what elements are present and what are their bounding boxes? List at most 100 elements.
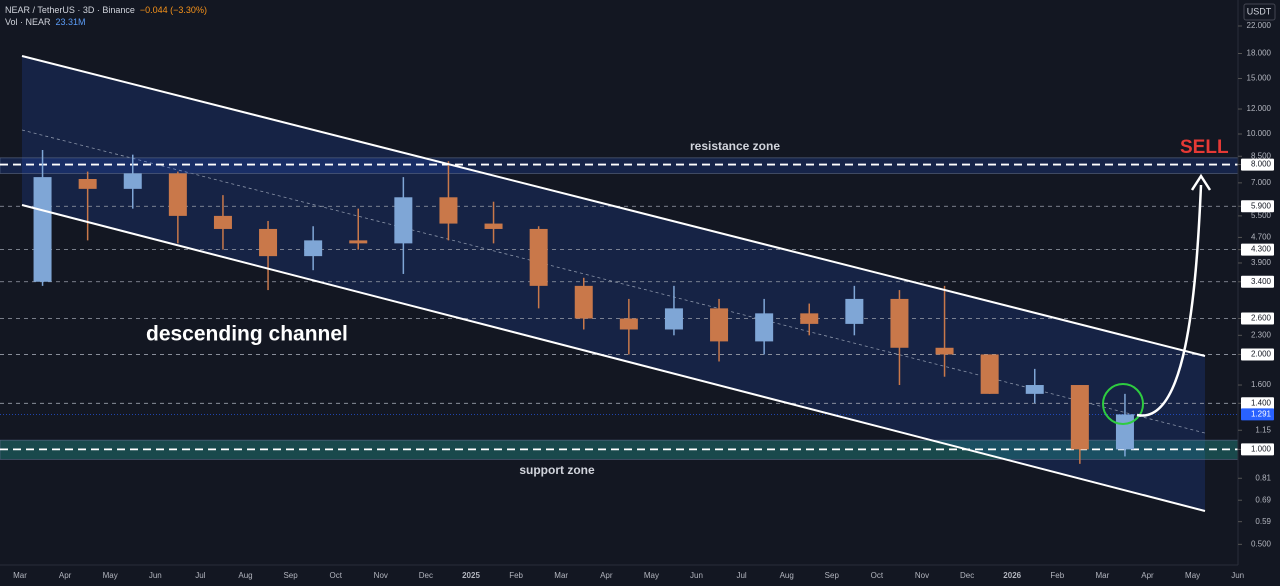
sell-label: SELL: [1180, 137, 1229, 158]
x-tick-label: Sep: [825, 571, 840, 580]
x-tick-label: Feb: [1050, 571, 1064, 580]
header: NEAR / TetherUS · 3D · Binance −0.044 (−3…: [5, 5, 212, 15]
y-tick-label: 0.59: [1255, 517, 1271, 526]
x-tick-label: Dec: [960, 571, 974, 580]
level-box: [1241, 275, 1274, 288]
candle-body: [1025, 385, 1044, 394]
level-box: [1241, 348, 1274, 361]
candle-body: [619, 318, 638, 330]
x-tick-label: Oct: [329, 571, 342, 580]
candle-body: [168, 173, 187, 216]
zone-label: support zone: [519, 463, 595, 477]
currency-label[interactable]: USDT: [1247, 6, 1272, 16]
last-price-box: [1241, 408, 1274, 421]
candle-body: [935, 347, 954, 355]
currency-button[interactable]: [1243, 3, 1276, 21]
candle-body: [529, 228, 548, 286]
volume: 23.31M: [55, 17, 86, 27]
x-tick-label: May: [1185, 571, 1200, 580]
x-tick-label: Jun: [1231, 571, 1244, 580]
candle-body: [33, 177, 52, 282]
candle-body: [123, 173, 142, 189]
candle-body: [304, 240, 323, 257]
x-tick-label: Jul: [195, 571, 205, 580]
change: −0.044 (−3.30%): [139, 5, 207, 15]
x-tick-label: Mar: [1096, 571, 1110, 580]
x-tick-label: Apr: [59, 571, 72, 580]
y-tick-label: 8.000: [1251, 160, 1272, 169]
y-tick-label: 2.600: [1251, 314, 1272, 323]
level-box: [1241, 158, 1274, 171]
level-box: [1241, 443, 1274, 456]
y-tick-label: 5.900: [1251, 201, 1272, 210]
y-tick-label: 0.81: [1255, 473, 1271, 482]
level-box: [1241, 397, 1274, 410]
x-tick-label: Jun: [149, 571, 162, 580]
candle-body: [755, 313, 774, 342]
y-tick-label: 5.500: [1251, 211, 1272, 220]
candle-body: [78, 179, 97, 189]
zone-label: resistance zone: [690, 139, 780, 153]
x-tick-label: Aug: [238, 571, 252, 580]
x-tick-label: Mar: [554, 571, 568, 580]
y-tick-label: 2.000: [1251, 350, 1272, 359]
x-tick-label: Feb: [509, 571, 523, 580]
y-tick-label: 10.000: [1247, 129, 1272, 138]
candle-body: [349, 240, 368, 244]
candle-body: [1070, 385, 1089, 450]
x-tick-label: Mar: [13, 571, 27, 580]
level-box: [1241, 243, 1274, 256]
candle-body: [890, 298, 909, 348]
channel-upper: [21, 55, 1206, 357]
x-tick-label: May: [644, 571, 659, 580]
x-tick-label: Jul: [736, 571, 746, 580]
y-tick-label: 0.500: [1251, 539, 1272, 548]
candle-body: [394, 197, 413, 244]
x-tick-label: Aug: [780, 571, 794, 580]
candle-body: [800, 313, 819, 324]
channel-lower: [21, 204, 1206, 512]
x-tick-label: Jun: [690, 571, 703, 580]
symbol: NEAR / TetherUS · 3D · Binance: [5, 5, 135, 15]
y-tick-label: 1.600: [1251, 380, 1272, 389]
y-tick-label: 4.300: [1251, 245, 1272, 254]
y-tick-label: 8.500: [1251, 151, 1272, 160]
level-box: [1241, 312, 1274, 325]
x-tick-label: May: [103, 571, 118, 580]
y-tick-label: 15.000: [1247, 74, 1272, 83]
candle-body: [439, 197, 458, 224]
y-tick-label: 4.700: [1251, 233, 1272, 242]
y-tick-label: 12.000: [1247, 104, 1272, 113]
arrow: [1136, 184, 1203, 417]
candle-body: [664, 308, 683, 330]
candle-body: [213, 215, 232, 229]
candle-body: [710, 308, 729, 342]
x-tick-label: Nov: [374, 571, 388, 580]
y-tick-label: 3.900: [1251, 258, 1272, 267]
highlight-circle: [1102, 383, 1144, 425]
zone: [0, 157, 1239, 174]
y-tick-label: 1.400: [1251, 398, 1272, 407]
level-box: [1241, 200, 1274, 213]
x-tick-label: Oct: [871, 571, 884, 580]
y-tick-label: 7.000: [1251, 178, 1272, 187]
last-price-label: 1.291: [1251, 410, 1272, 419]
y-tick-label: 2.300: [1251, 330, 1272, 339]
x-tick-label: Dec: [419, 571, 433, 580]
volume-label: Vol · NEAR: [5, 17, 51, 27]
x-tick-label: 2026: [1003, 571, 1021, 580]
x-tick-label: Apr: [600, 571, 613, 580]
channel-fill: [22, 56, 1205, 511]
candle-body: [259, 228, 278, 257]
y-tick-label: 18.000: [1247, 49, 1272, 58]
y-tick-label: 0.69: [1255, 495, 1271, 504]
y-tick-label: 3.400: [1251, 277, 1272, 286]
y-tick-label: 22.000: [1247, 21, 1272, 30]
candle-body: [1115, 414, 1134, 450]
price-axis: [1238, 0, 1280, 586]
channel-label: descending channel: [146, 323, 348, 346]
arrow-head: [1190, 173, 1212, 191]
